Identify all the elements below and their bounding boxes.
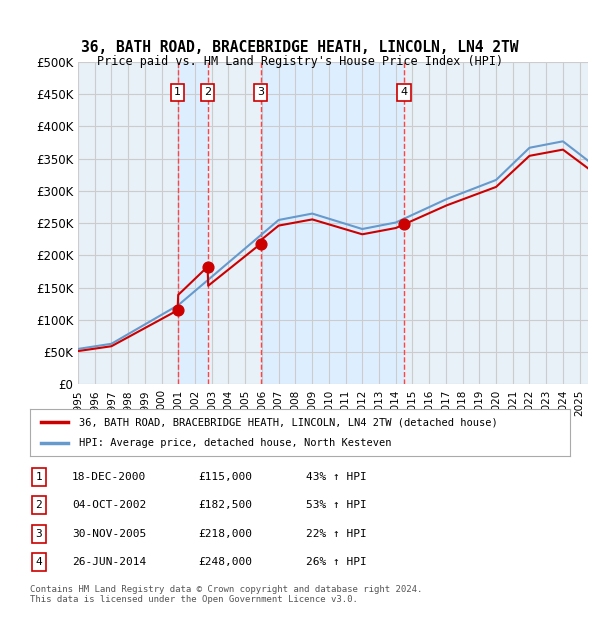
Text: 4: 4 [400, 87, 407, 97]
Text: 26% ↑ HPI: 26% ↑ HPI [306, 557, 367, 567]
Point [399, 219, 409, 229]
Text: 2: 2 [35, 500, 43, 510]
Text: 43% ↑ HPI: 43% ↑ HPI [306, 472, 367, 482]
Text: 3: 3 [257, 87, 264, 97]
Text: 36, BATH ROAD, BRACEBRIDGE HEATH, LINCOLN, LN4 2TW: 36, BATH ROAD, BRACEBRIDGE HEATH, LINCOL… [81, 40, 519, 55]
Text: 4: 4 [35, 557, 43, 567]
Text: £248,000: £248,000 [198, 557, 252, 567]
Text: Contains HM Land Registry data © Crown copyright and database right 2024.
This d: Contains HM Land Registry data © Crown c… [30, 585, 422, 604]
Text: 2: 2 [204, 87, 211, 97]
Text: £115,000: £115,000 [198, 472, 252, 482]
Point [173, 305, 182, 315]
Text: 26-JUN-2014: 26-JUN-2014 [72, 557, 146, 567]
Text: 22% ↑ HPI: 22% ↑ HPI [306, 529, 367, 539]
Text: HPI: Average price, detached house, North Kesteven: HPI: Average price, detached house, Nort… [79, 438, 391, 448]
Bar [178, 62, 208, 384]
Text: 04-OCT-2002: 04-OCT-2002 [72, 500, 146, 510]
Text: 53% ↑ HPI: 53% ↑ HPI [306, 500, 367, 510]
Text: 3: 3 [35, 529, 43, 539]
Point [203, 262, 212, 272]
Text: 1: 1 [35, 472, 43, 482]
Bar [404, 62, 588, 384]
Bar [78, 62, 178, 384]
Text: 18-DEC-2000: 18-DEC-2000 [72, 472, 146, 482]
Text: 30-NOV-2005: 30-NOV-2005 [72, 529, 146, 539]
Bar [260, 62, 404, 384]
Text: Price paid vs. HM Land Registry's House Price Index (HPI): Price paid vs. HM Land Registry's House … [97, 55, 503, 68]
Text: £182,500: £182,500 [198, 500, 252, 510]
Text: 36, BATH ROAD, BRACEBRIDGE HEATH, LINCOLN, LN4 2TW (detached house): 36, BATH ROAD, BRACEBRIDGE HEATH, LINCOL… [79, 417, 497, 427]
Point [256, 239, 265, 249]
Text: 1: 1 [174, 87, 181, 97]
Text: £218,000: £218,000 [198, 529, 252, 539]
Bar [208, 62, 260, 384]
